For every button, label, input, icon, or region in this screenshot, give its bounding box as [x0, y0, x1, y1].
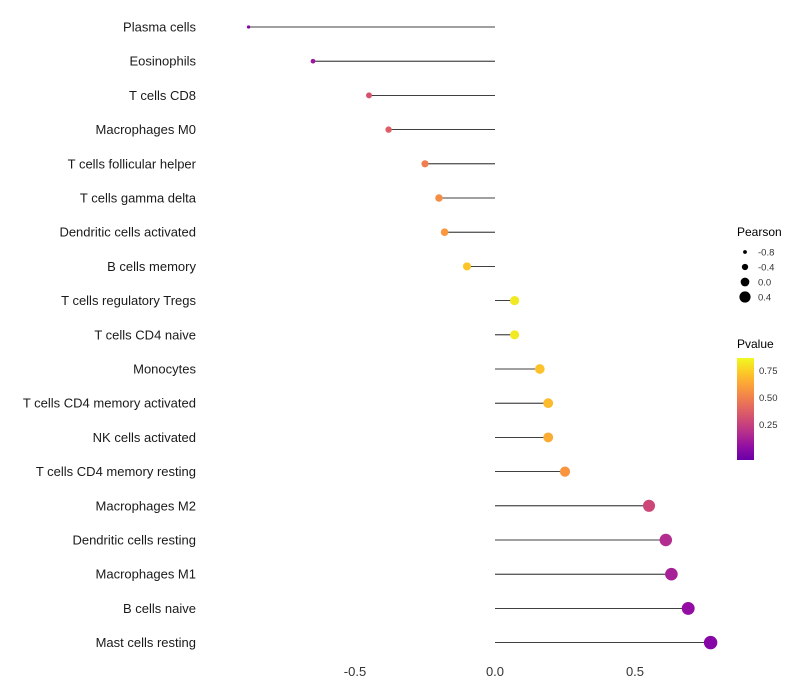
- category-label: NK cells activated: [93, 430, 196, 445]
- data-point: [510, 296, 520, 306]
- legend-size-dot: [743, 250, 747, 254]
- data-point: [421, 160, 429, 168]
- legend-gradient-tick-label: 0.25: [759, 420, 778, 431]
- legend-size-label: -0.8: [758, 248, 774, 259]
- legend-gradient-tick-label: 0.75: [759, 366, 778, 377]
- data-point: [440, 228, 449, 236]
- legend-size-dot: [739, 291, 751, 303]
- x-tick-label: 0.0: [486, 664, 504, 679]
- legend-size-dot: [741, 263, 749, 271]
- data-point: [543, 432, 554, 443]
- category-label: Macrophages M2: [96, 498, 196, 513]
- data-point: [435, 194, 443, 202]
- data-point: [510, 330, 520, 340]
- data-point: [366, 92, 372, 99]
- category-label: Dendritic cells resting: [72, 533, 196, 548]
- data-point: [310, 58, 316, 64]
- category-label: T cells CD4 memory activated: [23, 396, 196, 411]
- legend-gradient-bar: [737, 358, 754, 460]
- category-label: B cells memory: [107, 259, 196, 274]
- category-label: T cells CD4 memory resting: [36, 464, 196, 479]
- data-point: [642, 499, 656, 512]
- data-point: [246, 25, 251, 29]
- legend-size-dot: [740, 277, 750, 287]
- data-point: [703, 635, 718, 650]
- category-label: T cells follicular helper: [68, 156, 197, 171]
- data-point: [385, 126, 392, 133]
- legend-size-label: 0.0: [758, 278, 771, 289]
- data-point: [681, 601, 695, 615]
- x-tick-label: 0.5: [626, 664, 644, 679]
- category-label: T cells regulatory Tregs: [61, 293, 196, 308]
- category-label: Plasma cells: [123, 20, 196, 35]
- legend-gradient-tick-label: 0.50: [759, 393, 778, 404]
- legend-pvalue-title: Pvalue: [737, 337, 774, 351]
- category-label: Monocytes: [133, 362, 196, 377]
- category-label: T cells CD8: [129, 88, 196, 103]
- data-point: [543, 398, 554, 409]
- category-label: B cells naive: [123, 601, 196, 616]
- x-tick-label: -0.5: [344, 664, 366, 679]
- data-point: [659, 533, 673, 547]
- category-label: T cells CD4 naive: [94, 327, 196, 342]
- legend-size-label: -0.4: [758, 263, 774, 274]
- legend-pearson-title: Pearson: [737, 225, 782, 239]
- data-point: [534, 364, 545, 374]
- category-label: Macrophages M1: [96, 567, 196, 582]
- category-label: Macrophages M0: [96, 122, 196, 137]
- category-label: T cells gamma delta: [80, 191, 197, 206]
- data-point: [462, 262, 472, 271]
- category-label: Eosinophils: [130, 54, 197, 69]
- category-label: Dendritic cells activated: [59, 225, 196, 240]
- category-label: Mast cells resting: [96, 635, 196, 650]
- data-point: [559, 466, 571, 477]
- data-point: [665, 567, 678, 581]
- legend-size-label: 0.4: [758, 293, 771, 304]
